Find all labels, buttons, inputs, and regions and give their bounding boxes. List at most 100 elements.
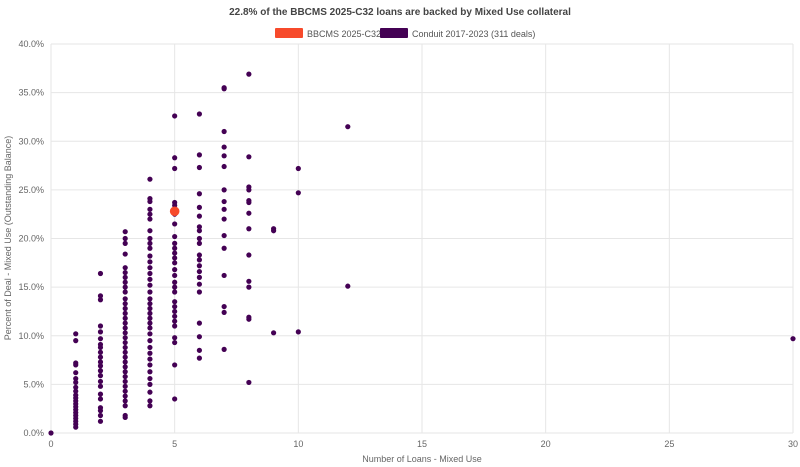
conduit-point <box>147 245 153 251</box>
conduit-point <box>221 187 227 193</box>
conduit-point <box>196 240 202 246</box>
x-tick-label: 5 <box>172 439 177 449</box>
y-tick-label: 35.0% <box>18 88 44 98</box>
conduit-point <box>147 356 153 362</box>
conduit-point <box>196 235 202 242</box>
conduit-point <box>122 269 128 276</box>
conduit-point <box>221 216 227 222</box>
conduit-point <box>172 339 178 346</box>
legend-label-conduit: Conduit 2017-2023 (311 deals) <box>412 29 535 39</box>
conduit-point <box>147 211 153 217</box>
conduit-point <box>122 412 128 419</box>
conduit-point <box>196 281 202 287</box>
conduit-point <box>122 289 128 295</box>
conduit-point <box>221 128 227 135</box>
conduit-point <box>147 253 153 259</box>
conduit-point <box>147 176 153 182</box>
conduit-point <box>73 370 79 376</box>
y-tick-label: 20.0% <box>18 234 44 244</box>
conduit-point <box>73 331 79 337</box>
bbcms-point <box>169 206 180 217</box>
conduit-point <box>97 368 104 374</box>
conduit-point <box>172 308 178 315</box>
x-tick-label: 15 <box>417 439 427 449</box>
conduit-point <box>122 344 128 351</box>
conduit-point <box>246 314 252 320</box>
conduit-point <box>73 379 79 386</box>
conduit-point <box>196 334 202 340</box>
conduit-point <box>172 255 178 261</box>
conduit-point <box>147 289 153 295</box>
conduit-point <box>122 339 128 346</box>
conduit-point <box>97 378 104 385</box>
x-tick-label: 25 <box>664 439 674 449</box>
conduit-point <box>147 259 153 265</box>
conduit-point <box>172 240 178 246</box>
conduit-point <box>196 152 202 158</box>
conduit-point <box>122 235 128 242</box>
y-tick-label: 30.0% <box>18 136 44 146</box>
conduit-point <box>172 313 178 319</box>
conduit-point <box>147 375 153 382</box>
conduit-point <box>271 330 277 336</box>
conduit-point <box>122 330 128 336</box>
conduit-point <box>147 196 153 202</box>
conduit-point <box>73 392 79 398</box>
conduit-point <box>147 403 153 409</box>
conduit-point <box>790 336 796 342</box>
conduit-point <box>147 315 153 321</box>
conduit-point <box>97 341 104 348</box>
conduit-point <box>172 303 178 310</box>
conduit-point <box>172 335 178 341</box>
conduit-point <box>73 375 79 382</box>
conduit-point <box>172 272 178 279</box>
conduit-point <box>172 233 178 240</box>
legend-swatch-conduit <box>380 28 408 38</box>
x-tick-label: 10 <box>293 439 303 449</box>
conduit-point <box>97 293 104 299</box>
conduit-point <box>122 398 128 404</box>
conduit-point <box>147 331 153 337</box>
conduit-point <box>246 210 252 216</box>
conduit-point <box>97 418 104 424</box>
legend-label-bbcms: BBCMS 2025-C32 <box>307 29 381 39</box>
conduit-point <box>221 245 227 251</box>
conduit-point <box>246 278 252 284</box>
conduit-point <box>147 305 153 312</box>
conduit-point <box>172 250 178 256</box>
conduit-point <box>97 329 104 335</box>
x-tick-label: 20 <box>541 439 551 449</box>
conduit-point <box>122 279 128 285</box>
conduit-point <box>122 383 128 389</box>
conduit-point <box>97 323 104 329</box>
conduit-point <box>172 113 178 119</box>
conduit-point <box>221 346 227 352</box>
conduit-point <box>97 373 104 379</box>
y-tick-label: 10.0% <box>18 331 44 341</box>
conduit-point <box>172 260 178 266</box>
conduit-point <box>147 216 153 222</box>
conduit-point <box>172 362 178 368</box>
conduit-point <box>172 323 178 329</box>
y-tick-label: 40.0% <box>18 39 44 49</box>
conduit-point <box>122 354 128 360</box>
conduit-point <box>122 229 128 235</box>
conduit-point <box>122 349 128 355</box>
conduit-point <box>147 265 153 271</box>
conduit-point <box>246 226 252 232</box>
conduit-point <box>122 373 128 380</box>
conduit-point <box>172 221 178 227</box>
conduit-point <box>147 362 153 368</box>
conduit-point <box>295 190 301 196</box>
conduit-point <box>221 309 227 316</box>
conduit-point <box>122 251 128 257</box>
conduit-point <box>172 155 178 161</box>
conduit-point <box>97 405 104 411</box>
conduit-point <box>196 263 202 269</box>
conduit-point <box>122 315 128 321</box>
conduit-point <box>122 320 128 326</box>
conduit-point <box>196 355 202 361</box>
y-axis-label: Percent of Deal - Mixed Use (Outstanding… <box>3 136 13 341</box>
conduit-point <box>196 274 202 280</box>
